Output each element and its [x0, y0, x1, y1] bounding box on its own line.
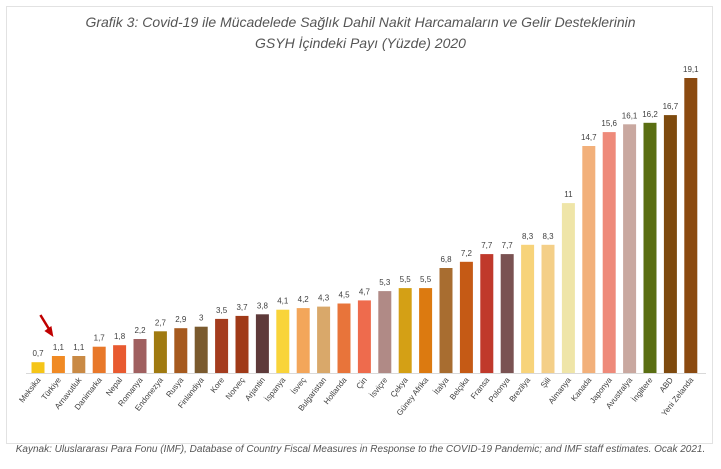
- category-label-16: Çin: [354, 376, 368, 391]
- bar-2: [72, 356, 86, 373]
- bar-1: [51, 356, 65, 373]
- data-label-4: 1,8: [114, 332, 126, 341]
- bar-28: [602, 132, 616, 373]
- category-label-13: İsveç: [289, 376, 308, 396]
- category-label-25: Şili: [539, 376, 553, 390]
- bar-12: [276, 309, 290, 373]
- data-label-0: 0,7: [32, 349, 44, 358]
- source-note: Kaynak: Uluslararası Para Fonu (IMF), Da…: [15, 444, 706, 455]
- data-label-11: 3,8: [257, 301, 269, 310]
- bar-22: [480, 254, 494, 373]
- data-label-15: 4,5: [338, 291, 350, 300]
- category-label-12: İspanya: [263, 375, 288, 403]
- bar-17: [378, 291, 392, 373]
- bar-26: [561, 203, 575, 373]
- data-label-18: 5,5: [400, 275, 412, 284]
- category-label-24: Brezilya: [508, 375, 533, 403]
- bar-9: [215, 318, 229, 373]
- bar-23: [500, 254, 514, 373]
- data-label-13: 4,2: [298, 295, 310, 304]
- data-label-12: 4,1: [277, 297, 289, 306]
- category-label-4: Nepal: [104, 376, 124, 398]
- bar-21: [459, 261, 473, 373]
- chart-frame: [6, 6, 713, 444]
- bar-25: [541, 244, 555, 373]
- bar-7: [174, 328, 188, 373]
- category-label-0: Meksika: [17, 375, 42, 404]
- category-label-30: İngiltere: [630, 375, 655, 403]
- bar-13: [296, 308, 310, 373]
- bar-18: [398, 288, 412, 373]
- bar-4: [113, 345, 127, 373]
- data-label-8: 3: [199, 314, 204, 323]
- bar-30: [643, 122, 657, 373]
- bar-32: [684, 78, 698, 373]
- highlight-arrow: [39, 314, 54, 338]
- data-label-28: 15,6: [601, 119, 617, 128]
- bar-5: [133, 339, 147, 373]
- data-label-10: 3,7: [236, 303, 248, 312]
- bar-27: [582, 146, 596, 373]
- data-label-24: 8,3: [522, 232, 534, 241]
- bar-31: [663, 115, 677, 373]
- data-label-5: 2,2: [134, 326, 146, 335]
- bar-0: [31, 362, 45, 373]
- bar-10: [235, 315, 249, 373]
- data-label-20: 6,8: [440, 255, 452, 264]
- bar-6: [153, 331, 167, 373]
- data-label-17: 5,3: [379, 278, 391, 287]
- data-label-2: 1,1: [73, 343, 85, 352]
- data-label-26: 11: [564, 190, 573, 199]
- bar-29: [623, 124, 637, 373]
- data-label-9: 3,5: [216, 306, 228, 315]
- data-label-7: 2,9: [175, 315, 187, 324]
- category-label-21: Belçika: [448, 375, 471, 401]
- bar-14: [317, 306, 331, 373]
- bar-15: [337, 303, 351, 373]
- data-label-32: 19,1: [683, 65, 699, 74]
- data-label-21: 7,2: [461, 249, 473, 258]
- bar-24: [521, 244, 535, 373]
- chart-title: Grafik 3: Covid-19 ile Mücadelede Sağlık…: [0, 12, 721, 54]
- data-label-14: 4,3: [318, 294, 330, 303]
- data-label-6: 2,7: [155, 318, 167, 327]
- category-label-17: İsviçre: [368, 375, 390, 399]
- data-label-22: 7,7: [481, 241, 493, 250]
- category-label-31: ABD: [658, 376, 675, 395]
- bar-3: [92, 346, 106, 373]
- bar-19: [419, 288, 433, 373]
- bar-20: [439, 268, 453, 373]
- chart-title-line-2: GSYH İçindeki Payı (Yüzde) 2020: [255, 35, 466, 51]
- data-label-23: 7,7: [502, 241, 514, 250]
- data-label-27: 14,7: [581, 133, 597, 142]
- bar-8: [194, 326, 208, 373]
- data-label-30: 16,2: [642, 110, 658, 119]
- data-label-31: 16,7: [663, 102, 679, 111]
- bar-11: [255, 314, 269, 373]
- category-label-9: Kore: [209, 375, 227, 394]
- data-label-3: 1,7: [94, 334, 106, 343]
- bar-16: [357, 300, 371, 373]
- data-label-29: 16,1: [622, 111, 638, 120]
- category-label-20: İtalya: [432, 375, 451, 396]
- data-label-1: 1,1: [53, 343, 65, 352]
- data-label-16: 4,7: [359, 287, 371, 296]
- data-label-25: 8,3: [542, 232, 554, 241]
- chart-title-line-1: Grafik 3: Covid-19 ile Mücadelede Sağlık…: [85, 14, 636, 30]
- data-label-19: 5,5: [420, 275, 432, 284]
